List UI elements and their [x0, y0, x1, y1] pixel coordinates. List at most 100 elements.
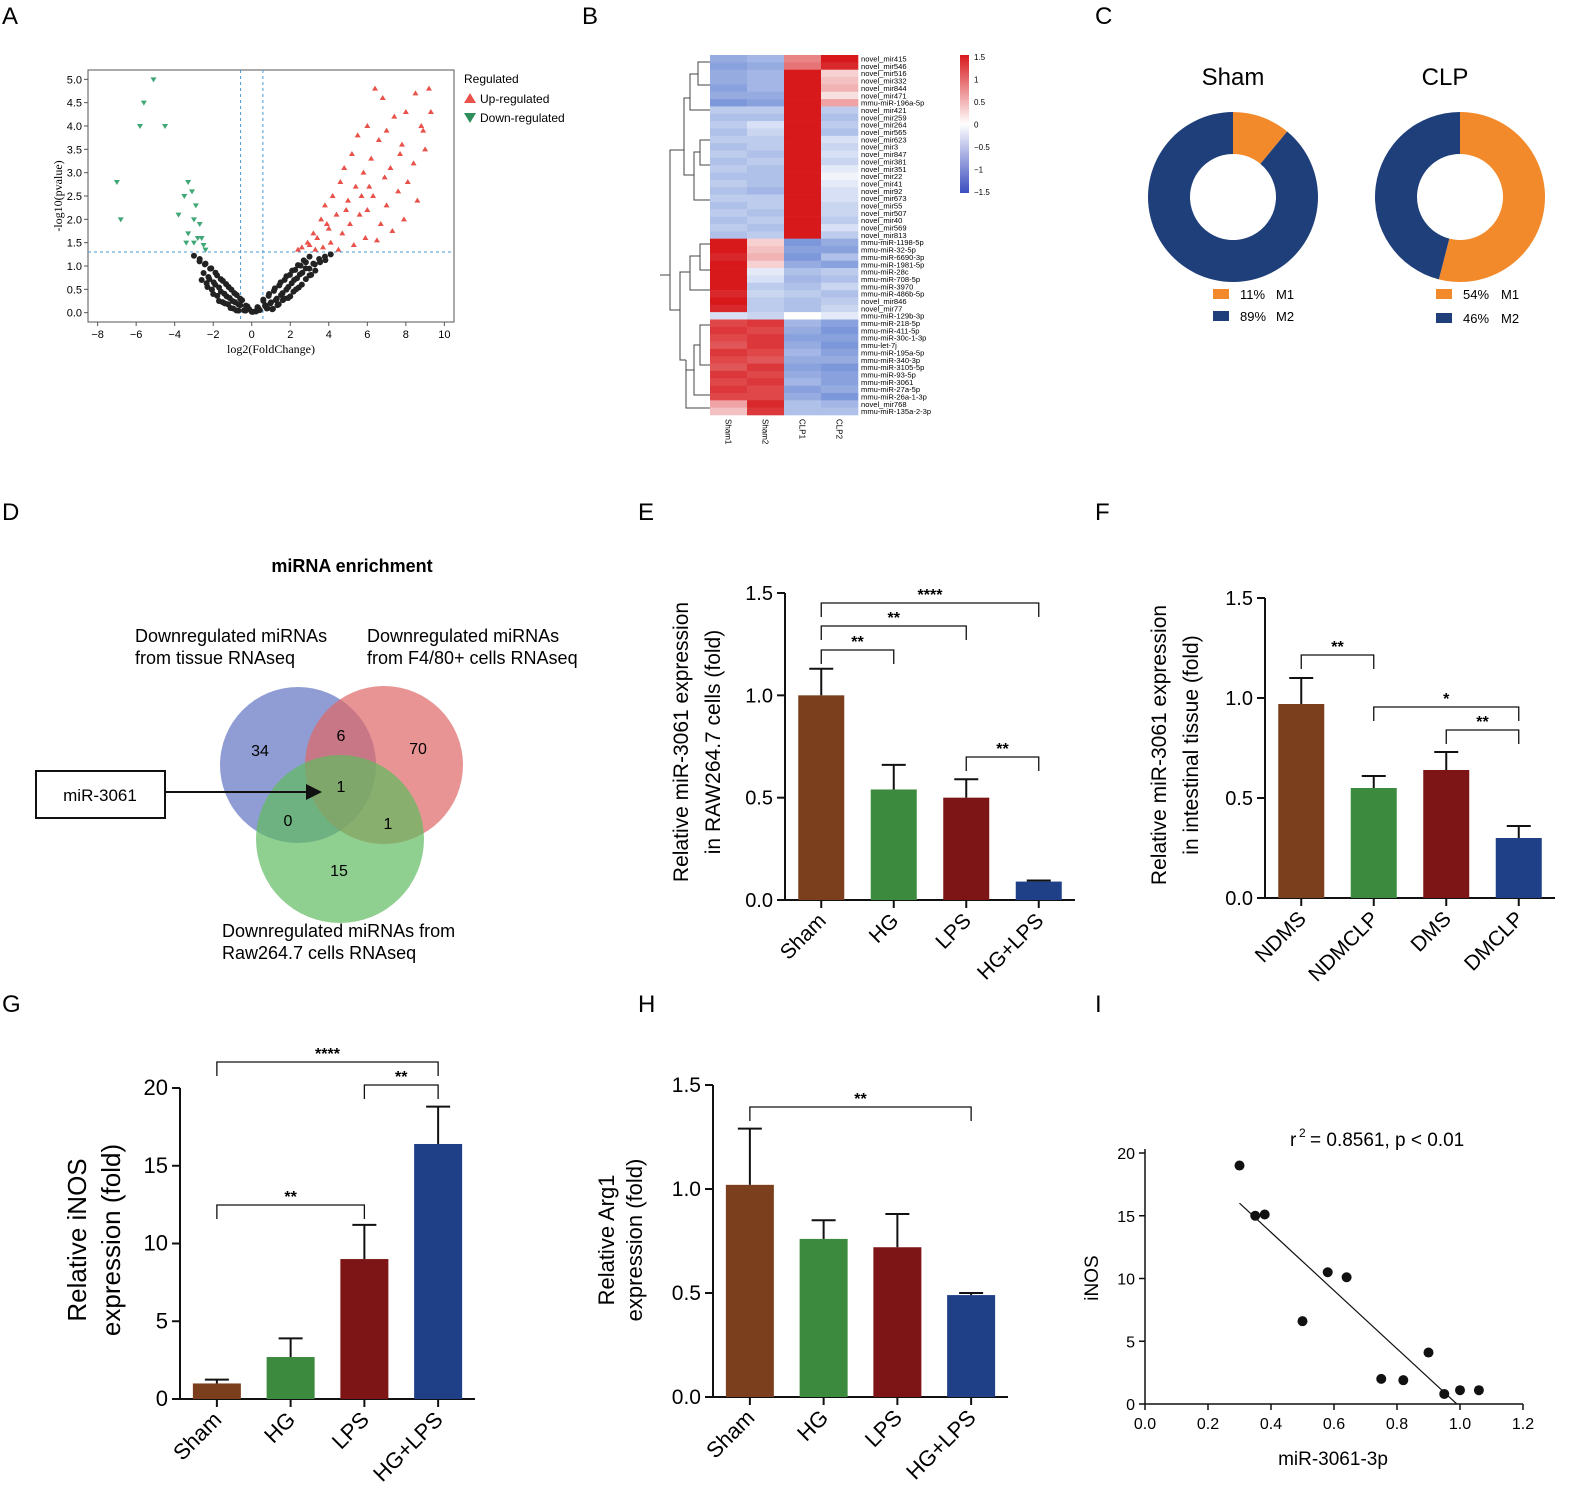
heatmap-cell — [747, 246, 785, 254]
heatmap-cell — [747, 370, 785, 379]
heatmap-row-label: mmu-miR-1981-5p — [861, 260, 924, 269]
volcano-point-up — [397, 151, 404, 156]
volcano-point-up — [294, 246, 301, 252]
heatmap-cell — [821, 106, 859, 115]
significance-bracket — [363, 1084, 439, 1099]
i-fit-line — [1239, 1202, 1458, 1405]
heatmap-cell — [784, 55, 822, 63]
heatmap-cell — [710, 238, 748, 247]
volcano-point-up — [339, 230, 346, 236]
heatmap-cell — [710, 150, 748, 159]
volcano-point-up — [327, 239, 334, 245]
heatmap-cell — [747, 407, 785, 416]
volcano-point-ns — [292, 266, 299, 273]
heatmap-row-label: mmu-miR-93-5p — [861, 370, 916, 379]
heatmap-cell — [784, 91, 822, 100]
volcano-ytick-label: 0.5 — [67, 284, 82, 296]
volcano-point-up — [306, 242, 313, 247]
volcano-xlabel: log2(FoldChange) — [227, 342, 315, 356]
donut-slice-sham-m2 — [1148, 112, 1318, 282]
x-tick-label: HG — [792, 1405, 833, 1446]
heatmap-cell — [784, 253, 822, 262]
bar-lps — [943, 797, 990, 900]
heatmap-row-label: mmu-miR-30c-1-3p — [861, 334, 926, 343]
volcano-point-up — [362, 235, 369, 240]
heatmap-cell — [784, 290, 822, 298]
sham-m1-label: M1 — [1276, 287, 1294, 302]
heatmap-row-label: mmu-miR-26a-1-3p — [861, 393, 927, 402]
significance-stars: ** — [284, 1189, 297, 1206]
volcano-point-down — [175, 212, 182, 218]
volcano-point-ns — [200, 270, 207, 276]
significance-bracket — [820, 602, 1040, 617]
heatmap-col-label: Sham2 — [761, 419, 770, 445]
heatmap-cell — [784, 62, 822, 70]
heatmap-cell — [784, 378, 822, 386]
volcano-xtick-label: 4 — [326, 329, 332, 341]
clp-m1-label: M1 — [1501, 287, 1519, 302]
heatmap-row-label: novel_mir507 — [861, 209, 907, 218]
x-tick-label: HG — [865, 909, 904, 948]
heatmap-cell — [784, 84, 822, 93]
heatmap-colorbar-tick: 1 — [974, 76, 979, 85]
heatmap-cell — [747, 282, 785, 291]
volcano-point-down — [113, 180, 120, 185]
i-x-tick-label: 0.2 — [1197, 1416, 1219, 1433]
heatmap-cell — [821, 99, 859, 107]
heatmap-row-label: novel_mir40 — [861, 216, 902, 225]
significance-stars: ** — [395, 1069, 408, 1086]
heatmap-cell — [747, 275, 785, 284]
heatmap-colorbar-tick: −1 — [974, 166, 984, 175]
volcano-point-down — [198, 236, 205, 241]
heatmap-cell — [710, 209, 748, 217]
heatmap-cell — [784, 312, 822, 320]
heatmap-col-label: Sham1 — [724, 419, 733, 445]
volcano-ytick-label: 2.5 — [67, 191, 82, 203]
heatmap-cell — [747, 348, 785, 357]
significance-bracket — [820, 625, 967, 640]
heatmap-cell — [747, 135, 785, 144]
heatmap-cell — [747, 334, 785, 342]
volcano-point-ns — [274, 302, 281, 309]
heatmap-cell — [821, 157, 859, 166]
venn-callout-box — [35, 770, 166, 819]
i-data-point — [1297, 1316, 1308, 1327]
heatmap-cell — [710, 172, 748, 181]
heatmap-cell — [784, 99, 822, 107]
volcano-point-up — [356, 211, 363, 217]
volcano-point-up — [343, 207, 350, 212]
heatmap-row-label: novel_mir381 — [861, 157, 907, 166]
heatmap-cell — [747, 400, 785, 408]
volcano-point-up — [329, 193, 336, 198]
heatmap-cell — [784, 113, 822, 122]
i-y-tick-label: 0 — [1126, 1397, 1135, 1414]
volcano-point-up — [389, 228, 396, 233]
heatmap-cell — [710, 356, 748, 364]
x-tick-label: LPS — [931, 909, 975, 953]
heatmap-cell — [821, 135, 859, 144]
heatmap-colorbar-tick: 0 — [974, 121, 979, 130]
volcano-point-ns — [219, 299, 226, 306]
volcano-point-down — [189, 189, 196, 195]
heatmap-cell — [784, 363, 822, 372]
volcano-point-up — [391, 113, 398, 119]
volcano-point-ns — [221, 290, 228, 297]
volcano-point-ns — [237, 302, 244, 309]
heatmap-cell — [821, 407, 859, 416]
volcano-point-ns — [281, 276, 288, 283]
i-data-point — [1259, 1209, 1270, 1220]
panel-label-g: G — [2, 991, 21, 1018]
volcano-point-ns — [223, 281, 230, 288]
volcano-point-down — [137, 124, 144, 129]
heatmap-cell — [747, 201, 785, 210]
heatmap-cell — [747, 223, 785, 232]
heatmap-cell — [710, 216, 748, 225]
heatmap-cell — [747, 179, 785, 188]
volcano-point-up — [404, 179, 411, 184]
bar-dmclp — [1495, 838, 1542, 898]
volcano-point-down — [150, 77, 157, 83]
volcano-point-ns — [297, 262, 304, 269]
heatmap-row-label: mmu-let-7j — [861, 341, 897, 350]
volcano-point-ns — [263, 305, 270, 312]
volcano-point-up — [364, 123, 371, 128]
